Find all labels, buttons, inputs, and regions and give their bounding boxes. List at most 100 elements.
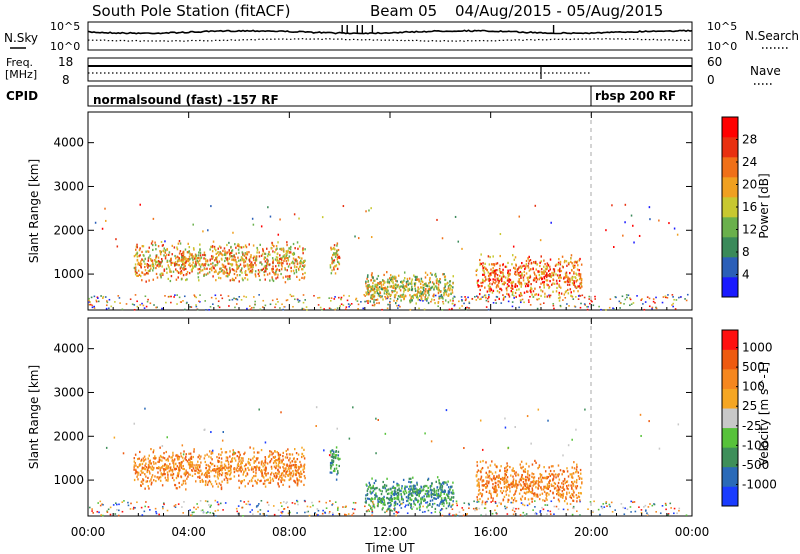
scatter-point	[185, 273, 187, 276]
scatter-point	[262, 247, 264, 251]
scatter-point	[185, 469, 187, 472]
scatter-point	[242, 459, 244, 462]
scatter-point	[210, 463, 213, 466]
scatter-point	[410, 288, 413, 291]
scatter-point	[512, 478, 515, 481]
scatter-point	[337, 506, 339, 509]
scatter-point	[293, 262, 296, 265]
scatter-point	[392, 480, 395, 484]
scatter-point	[518, 282, 520, 285]
scatter-point	[485, 513, 487, 516]
scatter-point	[149, 466, 152, 469]
scatter-point	[381, 279, 384, 282]
scatter-point	[458, 307, 461, 309]
scatter-point	[410, 296, 413, 299]
scatter-point	[193, 248, 195, 251]
scatter-point	[204, 257, 207, 261]
scatter-point	[136, 243, 138, 246]
scatter-point	[183, 467, 185, 471]
scatter-point	[180, 464, 183, 467]
scatter-point	[259, 308, 262, 311]
scatter-point	[552, 304, 555, 307]
scatter-point	[234, 452, 237, 455]
scatter-point	[373, 287, 376, 291]
scatter-point	[393, 285, 396, 288]
scatter-point	[337, 507, 339, 510]
scatter-point	[544, 470, 547, 473]
scatter-point	[414, 275, 417, 278]
scatter-point	[411, 507, 413, 511]
scatter-point	[189, 258, 191, 261]
scatter-point	[522, 465, 524, 468]
scatter-point	[485, 490, 488, 493]
scatter-point	[490, 501, 492, 503]
scatter-point	[249, 463, 251, 466]
scatter-point	[572, 483, 575, 487]
scatter-point	[501, 476, 504, 480]
scatter-point	[188, 263, 190, 266]
scatter-point	[261, 460, 263, 463]
scatter-point	[476, 471, 479, 474]
scatter-point	[184, 474, 187, 477]
y-tick-label: 3000	[53, 179, 84, 193]
scatter-point	[494, 500, 497, 503]
scatter-point	[523, 514, 526, 517]
scatter-point	[292, 457, 295, 460]
scatter-point	[398, 504, 401, 507]
scatter-point	[414, 289, 417, 292]
scatter-point	[347, 303, 350, 305]
scatter-point	[434, 272, 437, 276]
scatter-point	[372, 296, 374, 299]
scatter-point	[676, 233, 679, 236]
scatter-point	[493, 264, 496, 267]
scatter-point	[573, 467, 576, 470]
scatter-point	[225, 476, 228, 479]
scatter-point	[539, 511, 542, 513]
scatter-point	[550, 465, 553, 468]
scatter-point	[381, 498, 384, 501]
scatter-point	[451, 485, 453, 488]
scatter-point	[483, 507, 486, 510]
scatter-point	[386, 496, 388, 500]
scatter-point	[481, 501, 484, 504]
scatter-point	[546, 272, 548, 275]
scatter-point	[521, 503, 524, 506]
scatter-point	[230, 245, 232, 249]
scatter-point	[646, 512, 648, 515]
scatter-point	[255, 255, 258, 258]
scatter-point	[95, 300, 98, 303]
scatter-point	[164, 295, 166, 297]
scatter-point	[395, 276, 397, 279]
scatter-point	[121, 308, 124, 311]
scatter-point	[528, 479, 530, 482]
scatter-point	[414, 487, 416, 490]
scatter-point	[571, 282, 574, 285]
scatter-point	[402, 498, 404, 501]
scatter-point	[452, 489, 454, 492]
scatter-point	[188, 259, 190, 262]
scatter-point	[591, 300, 593, 303]
scatter-point	[512, 499, 515, 502]
scatter-point	[277, 264, 280, 267]
scatter-point	[89, 301, 91, 303]
scatter-point	[368, 503, 370, 506]
scatter-point	[277, 465, 280, 468]
scatter-point	[407, 493, 410, 496]
scatter-point	[275, 466, 277, 469]
scatter-point	[238, 280, 240, 283]
scatter-point	[412, 500, 415, 503]
scatter-point	[536, 298, 539, 301]
scatter-point	[500, 486, 503, 490]
scatter-point	[478, 488, 481, 491]
scatter-point	[118, 297, 121, 299]
scatter-point	[494, 270, 497, 273]
scatter-point	[482, 295, 485, 298]
scatter-point	[210, 296, 213, 299]
scatter-point	[196, 503, 198, 505]
scatter-point	[564, 481, 567, 485]
scatter-point	[167, 459, 170, 462]
scatter-point	[289, 461, 292, 464]
scatter-point	[279, 254, 281, 257]
scatter-point	[385, 289, 388, 292]
scatter-point	[219, 267, 221, 270]
